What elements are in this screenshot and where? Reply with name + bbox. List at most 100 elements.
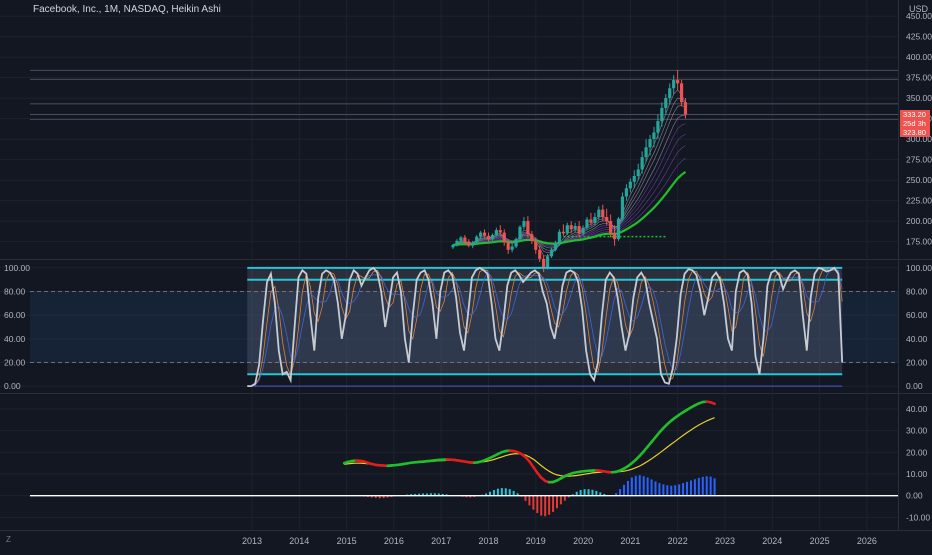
osc-histogram-bar xyxy=(698,478,700,496)
candle-body xyxy=(585,219,588,227)
y-tick-label: 40.00 xyxy=(906,404,928,414)
candle-body xyxy=(609,221,612,233)
candle-body xyxy=(589,219,592,222)
y-tick-label: 20.00 xyxy=(906,357,928,367)
osc-histogram-bar xyxy=(548,496,550,515)
osc-histogram-bar xyxy=(619,489,621,496)
y-tick-label: 425.00 xyxy=(906,32,932,42)
osc-histogram-bar xyxy=(706,476,708,496)
candle-body xyxy=(664,98,667,108)
osc-histogram-bar xyxy=(647,477,649,495)
osc-histogram-bar xyxy=(635,476,637,496)
candle-body xyxy=(605,217,608,221)
osc-histogram-bar xyxy=(662,484,664,495)
chart-title: Facebook, Inc., 1M, NASDAQ, Heikin Ashi xyxy=(33,4,221,15)
candle-body xyxy=(629,182,632,189)
candle-body xyxy=(633,176,636,182)
y-tick-label: 400.00 xyxy=(906,52,932,62)
candle-body xyxy=(562,232,565,234)
y-tick-label-left: 60.00 xyxy=(4,310,26,320)
osc-histogram-bar xyxy=(560,496,562,505)
osc-histogram-bar xyxy=(710,477,712,496)
candle-body xyxy=(455,241,458,245)
candle-body xyxy=(495,230,498,235)
y-tick-label: 100.00 xyxy=(906,263,932,273)
candle-body xyxy=(518,227,521,239)
candle-body xyxy=(499,230,502,232)
y-tick-label-left: 40.00 xyxy=(4,334,26,344)
candle-body xyxy=(475,237,478,243)
time-tick-label: 2020 xyxy=(573,536,593,546)
time-tick-label: 2021 xyxy=(620,536,640,546)
candle-body xyxy=(581,228,584,234)
candle-body xyxy=(479,233,482,237)
osc-histogram-bar xyxy=(536,496,538,513)
y-tick-label: 250.00 xyxy=(906,175,932,185)
y-tick-label: 200.00 xyxy=(906,216,932,226)
time-tick-label: 2023 xyxy=(715,536,735,546)
candle-body xyxy=(542,259,545,267)
candle-body xyxy=(652,133,655,140)
candle-body xyxy=(522,221,525,227)
y-tick-label: 275.00 xyxy=(906,155,932,165)
candle-body xyxy=(570,225,573,229)
candle-body xyxy=(684,102,687,114)
price-label: 25d 3h xyxy=(903,119,926,128)
candle-body xyxy=(554,244,557,250)
osc-histogram-bar xyxy=(509,489,511,496)
candle-body xyxy=(566,225,569,233)
osc-histogram-bar xyxy=(580,490,582,496)
candle-body xyxy=(574,226,577,229)
osc-histogram-bar xyxy=(540,496,542,516)
currency-label: USD xyxy=(909,4,928,14)
osc-histogram-bar xyxy=(639,475,641,496)
candle-body xyxy=(680,83,683,102)
candle-body xyxy=(676,80,679,83)
candle-body xyxy=(641,157,644,169)
candle-body xyxy=(558,232,561,244)
candle-body xyxy=(546,256,549,267)
candle-body xyxy=(467,242,470,246)
osc-histogram-bar xyxy=(493,490,495,496)
candle-body xyxy=(625,188,628,196)
osc-histogram-bar xyxy=(552,496,554,512)
price-label: 333.20 xyxy=(903,110,926,119)
osc-histogram-bar xyxy=(584,489,586,496)
candle-body xyxy=(668,88,671,98)
osc-histogram-bar xyxy=(651,479,653,495)
candle-body xyxy=(511,247,514,250)
osc-histogram-bar xyxy=(595,491,597,496)
candle-body xyxy=(660,108,663,121)
time-tick-label: 2016 xyxy=(384,536,404,546)
osc-histogram-bar xyxy=(643,476,645,496)
y-tick-label: 20.00 xyxy=(906,447,928,457)
osc-histogram-bar xyxy=(666,485,668,495)
candle-body xyxy=(526,221,529,234)
y-tick-label-left: 80.00 xyxy=(4,287,26,297)
time-tick-label: 2014 xyxy=(289,536,309,546)
candle-body xyxy=(459,238,462,241)
osc-histogram-bar xyxy=(591,490,593,496)
candle-body xyxy=(578,226,581,233)
candle-body xyxy=(593,217,596,223)
osc-histogram-bar xyxy=(524,496,526,501)
osc-histogram-bar xyxy=(505,488,507,495)
time-tick-label: 2018 xyxy=(478,536,498,546)
candle-body xyxy=(601,210,604,217)
osc-histogram-bar xyxy=(686,482,688,496)
osc-histogram-bar xyxy=(670,486,672,496)
y-tick-label: 375.00 xyxy=(906,73,932,83)
candle-body xyxy=(644,147,647,157)
time-tick-label: 2022 xyxy=(668,536,688,546)
timezone-badge[interactable]: Z xyxy=(6,535,11,544)
candle-body xyxy=(550,250,553,257)
candle-body xyxy=(617,219,620,240)
y-tick-label-left: 20.00 xyxy=(4,357,26,367)
y-tick-label-left: 100.00 xyxy=(4,263,30,273)
osc-histogram-bar xyxy=(588,489,590,496)
osc-histogram-bar xyxy=(501,488,503,496)
price-label: 323.80 xyxy=(903,128,926,137)
osc-histogram-bar xyxy=(532,496,534,510)
